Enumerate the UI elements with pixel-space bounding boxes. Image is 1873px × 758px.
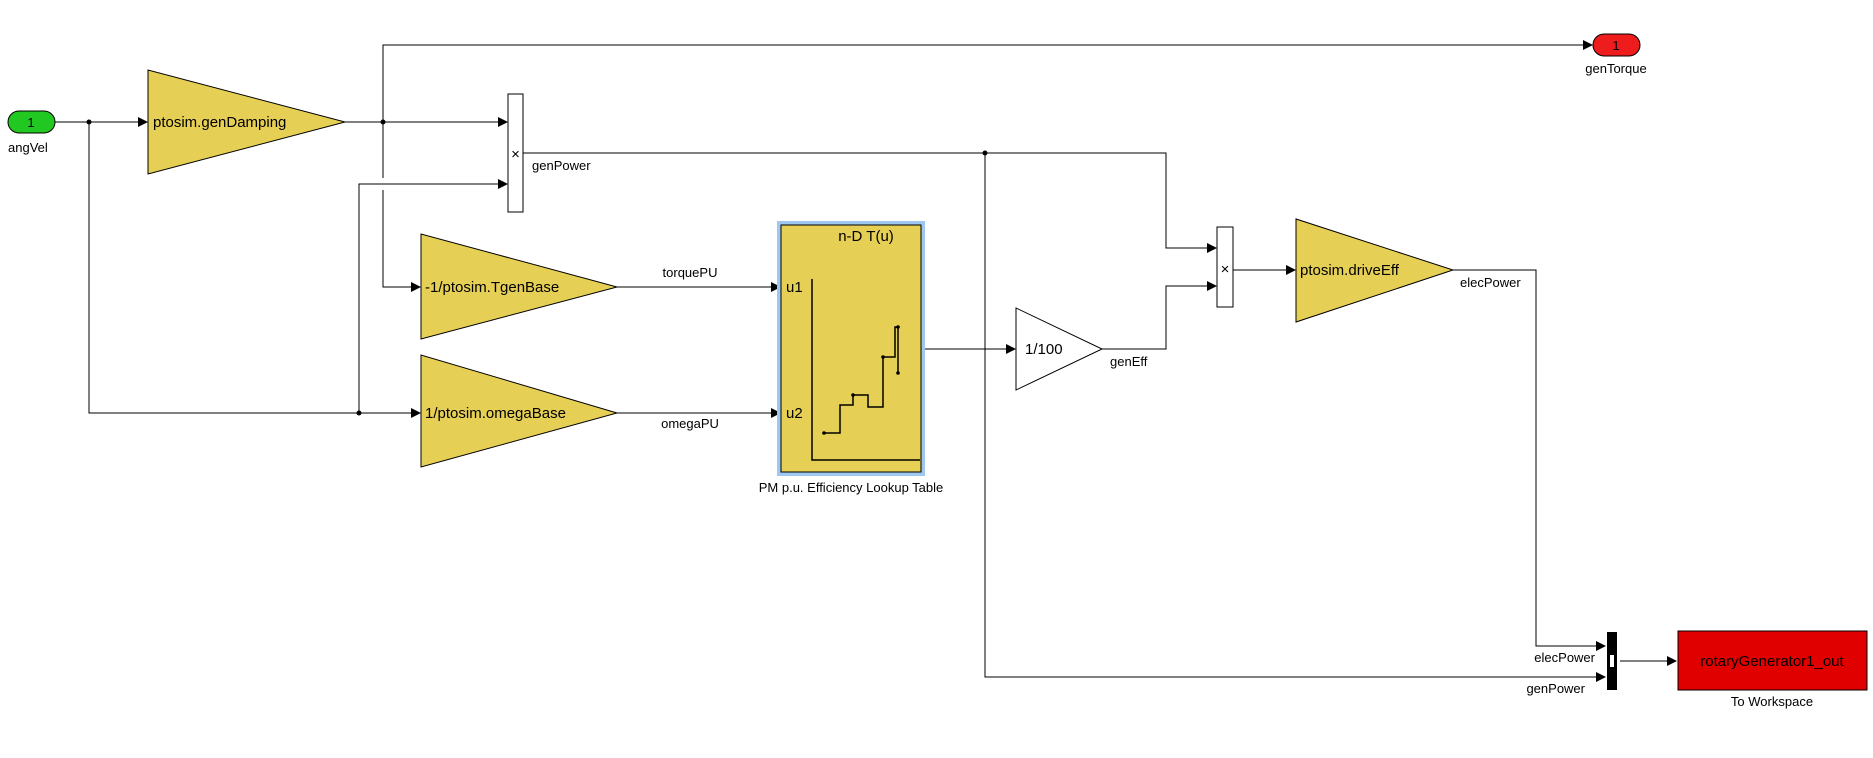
inport-number: 1	[27, 115, 34, 130]
to-workspace-block[interactable]: rotaryGenerator1_out To Workspace	[1677, 630, 1868, 709]
branch-point	[356, 410, 362, 416]
workspace-variable: rotaryGenerator1_out	[1700, 653, 1844, 670]
gain-omegabase-label: 1/ptosim.omegaBase	[425, 405, 566, 422]
mux-label-elecpower: elecPower	[1534, 650, 1595, 665]
signal-label-torquepu: torquePU	[663, 265, 718, 280]
signal-label-geneff: genEff	[1110, 354, 1148, 369]
signal-lines	[55, 40, 1677, 682]
inport-angvel[interactable]: 1 angVel	[7, 110, 56, 155]
product-block-1[interactable]: ×	[507, 93, 524, 213]
product-block-2[interactable]: ×	[1216, 226, 1234, 308]
gain-tgenbase[interactable]: -1/ptosim.TgenBase	[420, 233, 619, 340]
gain-tgenbase-label: -1/ptosim.TgenBase	[425, 279, 559, 296]
lookup-title: n-D T(u)	[838, 228, 894, 245]
signal-label-elecpower: elecPower	[1460, 275, 1521, 290]
gain-driveeff[interactable]: ptosim.driveEff	[1295, 218, 1455, 323]
inport-label: angVel	[8, 140, 48, 155]
wire-angvel-product[interactable]	[358, 179, 508, 413]
wire-geneff[interactable]	[1102, 281, 1217, 350]
gain-gendamping-label: ptosim.genDamping	[153, 114, 286, 131]
lookup-name: PM p.u. Efficiency Lookup Table	[759, 480, 944, 495]
gain-pct-label: 1/100	[1025, 341, 1063, 358]
gain-omegabase[interactable]: 1/ptosim.omegaBase	[420, 354, 619, 468]
outport-label: genTorque	[1585, 61, 1646, 76]
lookup-table-block[interactable]: n-D T(u) u1 u2 PM p.u. Efficiency Lookup…	[759, 221, 944, 495]
product-symbol: ×	[1221, 261, 1230, 278]
wire-damping-tgen[interactable]	[382, 122, 420, 287]
signal-label-genpower: genPower	[532, 158, 591, 173]
wire-elecpower[interactable]	[1453, 269, 1606, 651]
lookup-port-u2: u2	[786, 405, 803, 422]
mux-label-genpower: genPower	[1526, 681, 1585, 696]
workspace-name: To Workspace	[1731, 694, 1813, 709]
mux-block[interactable]	[1607, 632, 1617, 690]
signal-label-omegapu: omegaPU	[661, 416, 719, 431]
gain-pct[interactable]: 1/100	[1015, 307, 1104, 391]
wire-gentorque[interactable]	[382, 40, 1593, 122]
branch-point	[86, 119, 92, 125]
wire-genpower-product2[interactable]	[523, 152, 1217, 253]
wire-angvel-omega[interactable]	[88, 122, 421, 418]
wire-genpower-mux[interactable]	[984, 153, 1606, 682]
lookup-staircase-icon	[811, 279, 920, 461]
gain-gendamping[interactable]: ptosim.genDamping	[147, 69, 347, 175]
outport-gentorque[interactable]: 1 genTorque	[1585, 33, 1647, 76]
outport-number: 1	[1612, 38, 1619, 53]
gain-driveeff-label: ptosim.driveEff	[1300, 262, 1400, 279]
product-symbol: ×	[511, 146, 520, 163]
lookup-port-u1: u1	[786, 279, 803, 296]
